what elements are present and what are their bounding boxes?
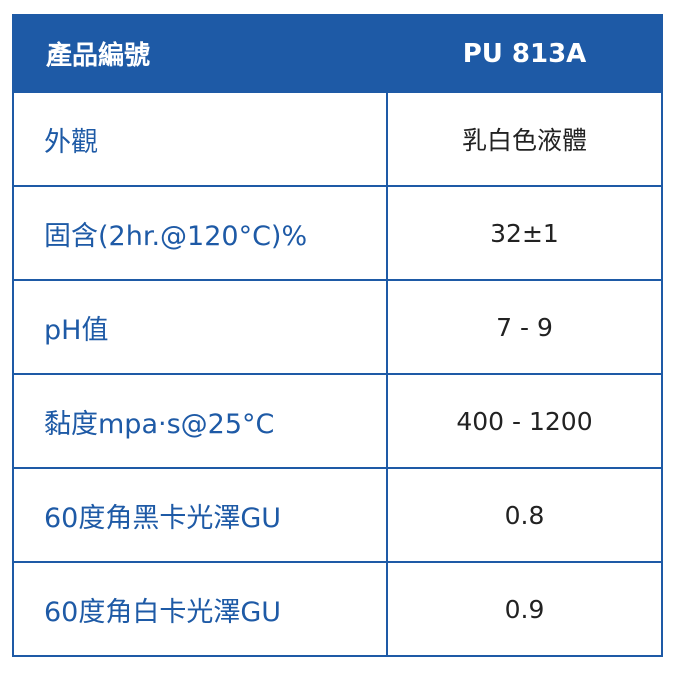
header-cell: 產品編號 <box>12 14 388 93</box>
value-cell: 0.8 <box>386 467 663 563</box>
value-cell: 7 - 9 <box>386 279 663 375</box>
property-cell: pH值 <box>12 279 388 375</box>
property-cell: 黏度mpa‧s@25°C <box>12 373 388 469</box>
value-cell: 0.9 <box>386 561 663 657</box>
value-cell: 400 - 1200 <box>386 373 663 469</box>
spec-table: 產品編號 PU 813A 外觀 乳白色液體 固含(2hr.@120°C)% 32±1 p… <box>12 14 663 657</box>
table-row: 固含(2hr.@120°C)% 32±1 <box>12 185 663 281</box>
header-cell: PU 813A <box>386 14 663 93</box>
value-cell: 32±1 <box>386 185 663 281</box>
table-row: 60度角黑卡光澤GU 0.8 <box>12 467 663 563</box>
table-body: 外觀 乳白色液體 固含(2hr.@120°C)% 32±1 pH值 7 - 9 黏度mpa‧… <box>12 91 663 657</box>
property-cell: 固含(2hr.@120°C)% <box>12 185 388 281</box>
table-row: 外觀 乳白色液體 <box>12 91 663 187</box>
table-row: 60度角白卡光澤GU 0.9 <box>12 561 663 657</box>
table-row: pH值 7 - 9 <box>12 279 663 375</box>
property-cell: 外觀 <box>12 91 388 187</box>
value-cell: 乳白色液體 <box>386 91 663 187</box>
header-row: 產品編號 PU 813A <box>12 14 663 93</box>
table-row: 黏度mpa‧s@25°C 400 - 1200 <box>12 373 663 469</box>
property-cell: 60度角黑卡光澤GU <box>12 467 388 563</box>
property-cell: 60度角白卡光澤GU <box>12 561 388 657</box>
